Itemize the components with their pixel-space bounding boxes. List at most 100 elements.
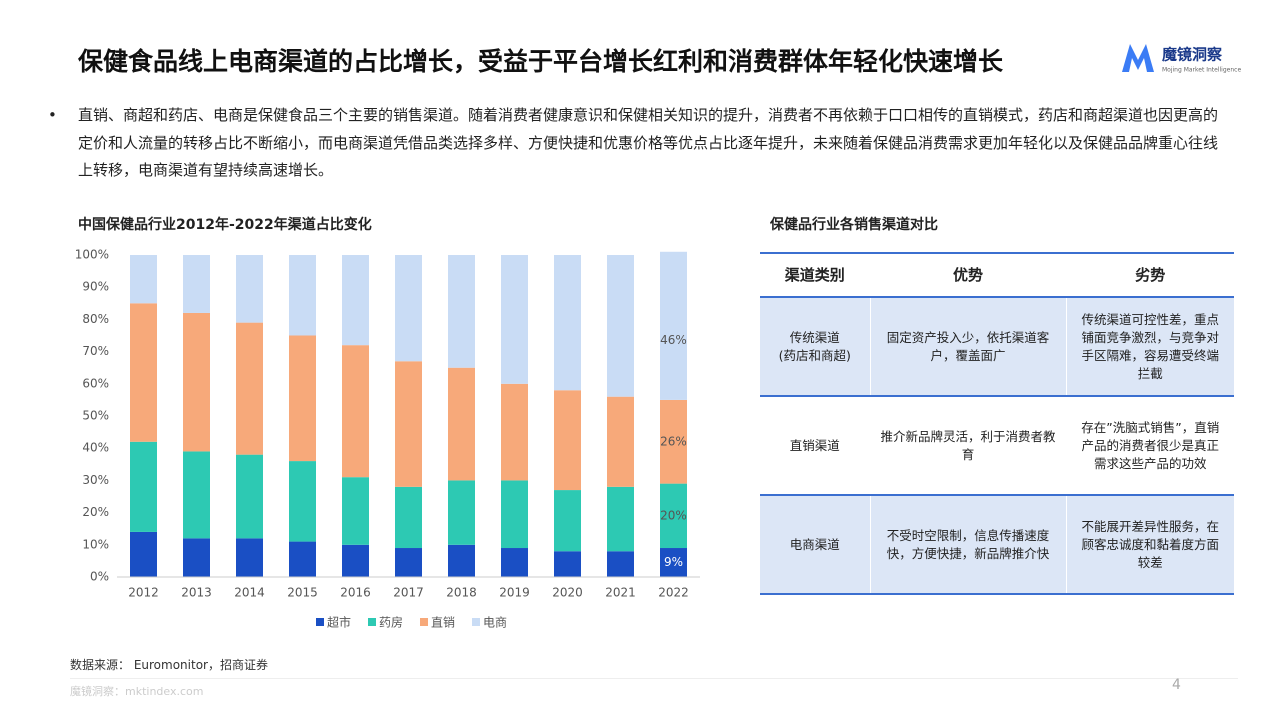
legend-label: 直销 xyxy=(431,616,455,630)
bar-segment xyxy=(660,251,687,400)
logo-sub: Mojing Market Intelligence xyxy=(1162,67,1241,74)
bar-segment xyxy=(501,480,528,549)
x-tick-label: 2022 xyxy=(658,586,689,600)
bar-segment xyxy=(289,255,316,336)
y-tick-label: 80% xyxy=(82,312,109,326)
x-tick-label: 2013 xyxy=(181,586,212,600)
cell: 不能展开差异性服务，在顾客忠诚度和黏着度方面较差 xyxy=(1065,495,1234,595)
bar-segment xyxy=(236,255,263,323)
bar-segment xyxy=(130,303,157,442)
bar-segment xyxy=(183,312,210,452)
bar-segment xyxy=(183,255,210,313)
bar-segment xyxy=(501,548,528,577)
bar-segment xyxy=(660,548,687,577)
x-tick-label: 2018 xyxy=(446,586,477,600)
x-tick-label: 2020 xyxy=(552,586,583,600)
bar-segment xyxy=(342,477,369,545)
bar-segment xyxy=(607,486,634,552)
legend-swatch xyxy=(420,618,428,626)
bar-segment xyxy=(342,255,369,346)
data-label: 26% xyxy=(660,434,687,448)
bullet-text: 直销、商超和药店、电商是保健食品三个主要的销售渠道。随着消费者健康意识和保健相关… xyxy=(78,106,1219,179)
bar-segment xyxy=(236,454,263,539)
bar-segment xyxy=(660,399,687,484)
y-tick-label: 90% xyxy=(82,280,109,294)
bar-segment xyxy=(660,483,687,549)
cell: 存在”洗脑式销售”，直销产品的消费者很少是真正需求这些产品的功效 xyxy=(1065,396,1234,496)
header-cell: 优势 xyxy=(869,252,1066,298)
cell: 直销渠道 xyxy=(760,396,870,496)
chart-title: 中国保健品行业2012年-2022年渠道占比变化 xyxy=(78,217,372,233)
cell: 不受时空限制，信息传播速度快，方便快捷，新品牌推介快 xyxy=(869,495,1066,595)
x-tick-label: 2019 xyxy=(499,586,530,600)
bar-segment xyxy=(554,490,581,552)
data-label: 20% xyxy=(660,508,687,522)
y-tick-label: 60% xyxy=(82,376,109,390)
y-tick-label: 20% xyxy=(82,505,109,519)
y-tick-label: 0% xyxy=(90,570,109,584)
x-tick-label: 2016 xyxy=(340,586,371,600)
bar-segment xyxy=(289,335,316,462)
bar-segment xyxy=(395,486,422,549)
bar-segment xyxy=(501,383,528,481)
y-tick-label: 70% xyxy=(82,344,109,358)
y-tick-label: 100% xyxy=(75,248,109,262)
legend-swatch xyxy=(368,618,376,626)
bar-segment xyxy=(289,541,316,577)
cell: 推介新品牌灵活，利于消费者教育 xyxy=(869,396,1066,496)
bar-segment xyxy=(183,538,210,577)
bar-segment xyxy=(607,551,634,577)
bar-segment xyxy=(554,390,581,491)
bar-segment xyxy=(448,480,475,545)
bar-segment xyxy=(289,461,316,542)
logo-icon xyxy=(1122,44,1154,72)
y-tick-label: 10% xyxy=(82,537,109,551)
chart: 0% 10% 20% 30% 40% 50% 60% 70% 80% 90% 100% 2012 201… xyxy=(75,248,700,630)
bar-segment xyxy=(183,451,210,539)
x-tick-label: 2015 xyxy=(287,586,318,600)
bar-segment xyxy=(501,255,528,384)
legend-label: 超市 xyxy=(327,615,351,630)
y-tick-label: 50% xyxy=(82,409,109,423)
legend-label: 电商 xyxy=(483,615,507,630)
logo-name: 魔镜洞察 xyxy=(1162,46,1223,64)
data-label: 9% xyxy=(664,555,683,569)
footer-rule xyxy=(70,678,1238,679)
data-label: 46% xyxy=(660,333,687,347)
bar-segment xyxy=(554,551,581,577)
table-title: 保健品行业各销售渠道对比 xyxy=(770,217,938,233)
y-tick-label: 40% xyxy=(82,441,109,455)
cell: 传统渠道可控性差，重点铺面竞争激烈，与竞争对手区隔难，容易遭受终端拦截 xyxy=(1065,297,1234,397)
page-number: 4 xyxy=(1172,677,1181,693)
y-tick-label: 30% xyxy=(82,473,109,487)
bar-segment xyxy=(448,255,475,368)
table: 渠道类别 优势 劣势 传统渠道 (药店和商超) 固定资产投入少，依托渠道客户，覆盖面广… xyxy=(760,252,1234,595)
source: 数据来源： Euromonitor，招商证券 xyxy=(70,658,268,672)
x-tick-label: 2021 xyxy=(605,586,636,600)
x-tick-label: 2014 xyxy=(234,586,265,600)
footer: 魔镜洞察：mktindex.com xyxy=(70,685,204,698)
bar-segment xyxy=(130,531,157,577)
bar-segment xyxy=(342,345,369,478)
bar-segment xyxy=(448,544,475,577)
bar-segment xyxy=(236,322,263,455)
bullet-dot: • xyxy=(48,106,57,124)
bar-segment xyxy=(395,361,422,487)
x-tick-label: 2017 xyxy=(393,586,424,600)
legend-swatch xyxy=(472,618,480,626)
bar-segment xyxy=(607,255,634,397)
x-tick-label: 2012 xyxy=(128,586,159,600)
bar-segment xyxy=(236,538,263,577)
cell: 电商渠道 xyxy=(760,495,870,595)
bar-segment xyxy=(607,396,634,487)
bar-segment xyxy=(395,255,422,362)
cell: 传统渠道 (药店和商超) xyxy=(760,297,870,397)
slide-title: 保健食品线上电商渠道的占比增长，受益于平台增长红利和消费群体年轻化快速增长 xyxy=(78,47,1004,76)
cell: 固定资产投入少，依托渠道客户，覆盖面广 xyxy=(869,297,1066,397)
bar-segment xyxy=(395,548,422,577)
header-cell: 渠道类别 xyxy=(760,252,870,298)
legend-swatch xyxy=(316,618,324,626)
bar-segment xyxy=(130,441,157,532)
legend-label: 药房 xyxy=(379,615,403,630)
